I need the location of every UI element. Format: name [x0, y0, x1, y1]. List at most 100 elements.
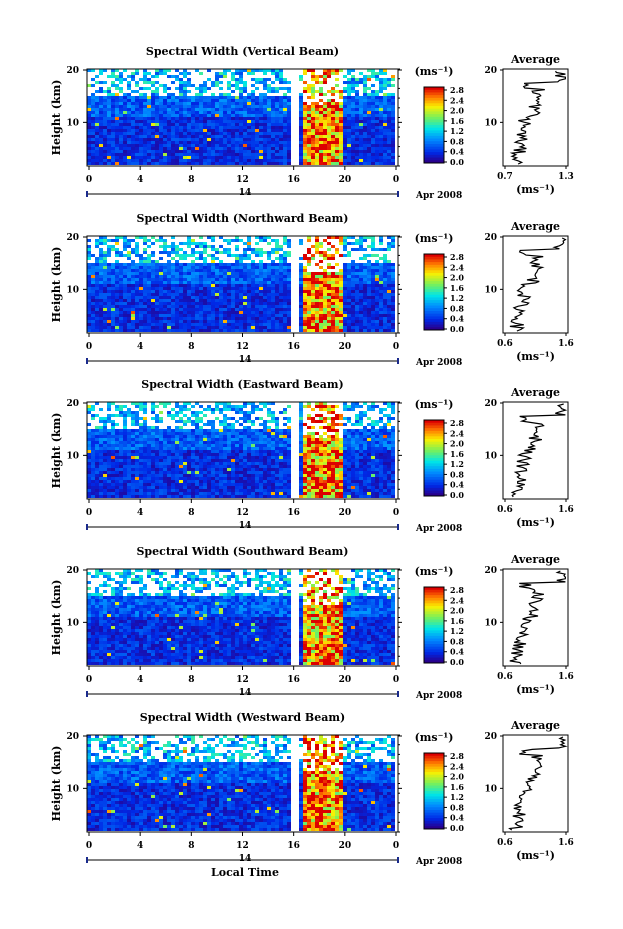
- heatmap-cell: [119, 153, 123, 156]
- heatmap-cell: [235, 296, 239, 299]
- heatmap-cell: [391, 93, 395, 96]
- heatmap-cell: [263, 141, 267, 144]
- heatmap-cell: [223, 150, 227, 153]
- heatmap-cell: [359, 290, 363, 293]
- heatmap-cell: [251, 275, 255, 278]
- heatmap-cell: [183, 81, 187, 84]
- heatmap-cell: [155, 93, 159, 96]
- heatmap-cell: [251, 320, 255, 323]
- heatmap-cell: [171, 305, 175, 308]
- heatmap-cell: [267, 305, 271, 308]
- heatmap-cell: [331, 311, 335, 314]
- heatmap-cell: [203, 269, 207, 272]
- heatmap-cell: [123, 239, 127, 242]
- heatmap-cell: [379, 147, 383, 150]
- y-tick-label: 20: [66, 66, 79, 76]
- heatmap-cell: [283, 287, 287, 290]
- heatmap-cell: [91, 281, 95, 284]
- heatmap-cell: [299, 141, 303, 144]
- heatmap-cell: [331, 426, 335, 429]
- heatmap-cell: [163, 111, 167, 114]
- heatmap-cell: [103, 320, 107, 323]
- heatmap-cell: [211, 329, 215, 332]
- heatmap-cell: [243, 320, 247, 323]
- heatmap-cell: [91, 111, 95, 114]
- heatmap-cell: [99, 236, 103, 239]
- heatmap-cell: [267, 317, 271, 320]
- heatmap-cell: [107, 239, 111, 242]
- heatmap-cell: [163, 272, 167, 275]
- heatmap-cell: [187, 114, 191, 117]
- heatmap-cell: [203, 317, 207, 320]
- heatmap-cell: [259, 78, 263, 81]
- heatmap-cell: [355, 317, 359, 320]
- heatmap-cell: [239, 429, 243, 432]
- heatmap-cell: [227, 87, 231, 90]
- heatmap-cell: [355, 150, 359, 153]
- heatmap-cell: [251, 326, 255, 329]
- heatmap-cell: [379, 272, 383, 275]
- heatmap-cell: [95, 308, 99, 311]
- heatmap-cell: [103, 260, 107, 263]
- heatmap-cell: [195, 272, 199, 275]
- heatmap-cell: [335, 275, 339, 278]
- heatmap-cell: [259, 263, 263, 266]
- heatmap-cell: [239, 254, 243, 257]
- heatmap-cell: [335, 162, 339, 165]
- heatmap-cell: [243, 296, 247, 299]
- heatmap-cell: [199, 156, 203, 159]
- heatmap-cell: [251, 117, 255, 120]
- heatmap-cell: [99, 438, 103, 441]
- heatmap-cell: [215, 287, 219, 290]
- heatmap-cell: [375, 326, 379, 329]
- heatmap-cell: [347, 159, 351, 162]
- heatmap-cell: [383, 308, 387, 311]
- heatmap-cell: [347, 78, 351, 81]
- heatmap-cell: [167, 156, 171, 159]
- heatmap-cell: [95, 326, 99, 329]
- heatmap-cell: [199, 269, 203, 272]
- heatmap-cell: [387, 117, 391, 120]
- heatmap-cell: [239, 411, 243, 414]
- heatmap-cell: [211, 420, 215, 423]
- heatmap-cell: [271, 438, 275, 441]
- heatmap-cell: [163, 402, 167, 405]
- heatmap-cell: [287, 269, 291, 272]
- heatmap-cell: [183, 402, 187, 405]
- heatmap-cell: [247, 99, 251, 102]
- heatmap-cell: [275, 87, 279, 90]
- heatmap-cell: [315, 420, 319, 423]
- heatmap-cell: [283, 93, 287, 96]
- heatmap-cell: [343, 326, 347, 329]
- heatmap-cell: [103, 323, 107, 326]
- heatmap-cell: [151, 236, 155, 239]
- heatmap-cell: [271, 287, 275, 290]
- heatmap-cell: [115, 260, 119, 263]
- heatmap-cell: [247, 326, 251, 329]
- heatmap-cell: [95, 432, 99, 435]
- heatmap-cell: [335, 69, 339, 72]
- heatmap-cell: [143, 314, 147, 317]
- heatmap-cell: [171, 414, 175, 417]
- heatmap-cell: [191, 138, 195, 141]
- heatmap-cell: [107, 290, 111, 293]
- heatmap-cell: [311, 438, 315, 441]
- heatmap-cell: [203, 99, 207, 102]
- heatmap-cell: [179, 72, 183, 75]
- heatmap-cell: [379, 417, 383, 420]
- heatmap-cell: [327, 317, 331, 320]
- heatmap-cell: [187, 293, 191, 296]
- heatmap-cell: [139, 132, 143, 135]
- heatmap-cell: [99, 420, 103, 423]
- heatmap-cell: [359, 326, 363, 329]
- heatmap-cell: [127, 293, 131, 296]
- heatmap-cell: [383, 317, 387, 320]
- heatmap-cell: [279, 260, 283, 263]
- heatmap-cell: [135, 254, 139, 257]
- heatmap-cell: [215, 263, 219, 266]
- heatmap-cell: [391, 272, 395, 275]
- heatmap-cell: [371, 429, 375, 432]
- heatmap-cell: [351, 408, 355, 411]
- heatmap-cell: [383, 102, 387, 105]
- heatmap-cell: [259, 302, 263, 305]
